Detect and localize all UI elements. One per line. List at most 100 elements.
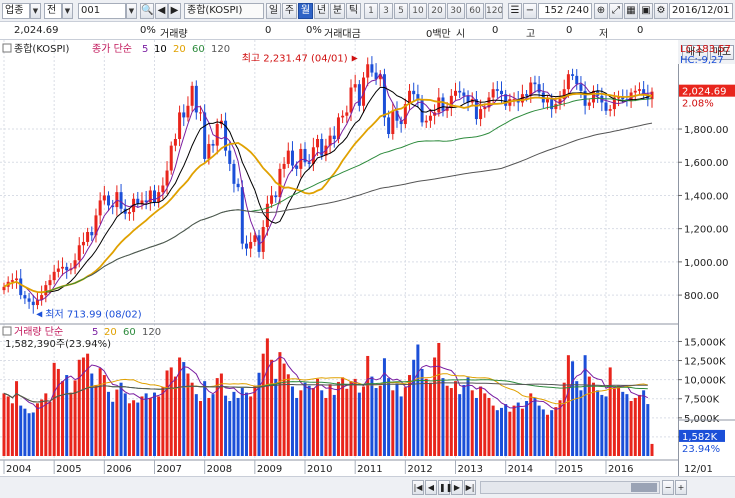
gear-icon[interactable]: ⚙ xyxy=(654,3,668,19)
interval-button-3[interactable]: 3 xyxy=(379,3,393,19)
volume-bar xyxy=(633,397,637,456)
data-count-field[interactable]: 152 /240 xyxy=(538,3,592,19)
volume-bar xyxy=(604,396,608,456)
volume-bar xyxy=(621,391,625,456)
candle-body xyxy=(545,99,549,103)
vol-tick-label: 7,500K xyxy=(684,395,720,406)
candle-body xyxy=(487,97,491,108)
zoom-icon[interactable]: ⤢ xyxy=(609,3,623,19)
scroll-first-icon[interactable]: |◀ xyxy=(412,480,424,495)
scroll-last-icon[interactable]: ▶| xyxy=(464,480,476,495)
legend-checkbox xyxy=(2,43,12,53)
scroll-thumb[interactable] xyxy=(631,483,657,492)
candle-body xyxy=(211,143,215,146)
candle-body xyxy=(81,241,85,246)
date-field[interactable]: 2016/12/01 xyxy=(669,3,733,19)
x-tick-label: 2011 xyxy=(357,464,382,475)
code-input[interactable]: 001 xyxy=(78,3,126,19)
scroll-next-icon[interactable]: ▶ xyxy=(451,480,463,495)
candle-body xyxy=(591,90,595,103)
candle-body xyxy=(625,99,629,101)
interval-button-1[interactable]: 1 xyxy=(364,3,378,19)
volume-bar xyxy=(232,391,236,456)
volume-bar xyxy=(587,376,591,456)
search-icon[interactable]: 🔍 xyxy=(140,3,154,19)
scroll-track[interactable] xyxy=(480,481,660,494)
market-dropdown-icon[interactable]: ▼ xyxy=(30,3,41,19)
volume-bar xyxy=(554,407,558,456)
x-tick-label: 2012 xyxy=(407,464,432,475)
chart-icon[interactable]: ▦ xyxy=(624,3,638,19)
price-tag xyxy=(679,84,735,97)
volume-bar xyxy=(537,405,541,456)
volume-bar xyxy=(186,373,190,456)
period-tab-1[interactable]: 주 xyxy=(282,3,297,19)
zoom-out-icon[interactable]: − xyxy=(662,480,674,495)
volume-bar xyxy=(253,385,257,456)
interval-button-5[interactable]: 5 xyxy=(394,3,408,19)
candle-body xyxy=(366,64,370,78)
fit-icon[interactable]: ⊕ xyxy=(594,3,608,19)
candle-body xyxy=(144,200,148,203)
interval-button-30[interactable]: 30 xyxy=(447,3,465,19)
prev-icon[interactable]: ◀ xyxy=(155,3,168,19)
market-select[interactable]: 업종 xyxy=(2,3,30,19)
volume-bar xyxy=(470,390,474,456)
period-tab-5[interactable]: 틱 xyxy=(346,3,361,19)
market-code-dropdown-icon[interactable]: ▼ xyxy=(62,3,73,19)
interval-button-10[interactable]: 10 xyxy=(409,3,427,19)
candle-body xyxy=(232,163,236,184)
volume-bar xyxy=(416,344,420,456)
scroll-pause-icon[interactable]: ❚❚ xyxy=(438,480,452,495)
candle-body xyxy=(107,195,111,206)
volume-bar xyxy=(612,388,616,456)
volume-bar xyxy=(571,361,575,456)
period-tab-3[interactable]: 년 xyxy=(314,3,329,19)
moving-averages xyxy=(3,72,653,301)
volume-legend-checkbox xyxy=(2,326,12,336)
volume-bar xyxy=(462,384,466,456)
volume-bar xyxy=(215,378,219,456)
interval-button-120[interactable]: 120 xyxy=(485,3,503,19)
scroll-prev-icon[interactable]: ◀ xyxy=(425,480,437,495)
volume-bar xyxy=(257,372,261,456)
candle-body xyxy=(378,74,382,80)
candle-body xyxy=(65,266,69,271)
volume-bar xyxy=(69,392,73,456)
zoom-in-icon[interactable]: + xyxy=(675,480,687,495)
volume-bar xyxy=(127,403,131,456)
market-code-select[interactable]: 전 xyxy=(44,3,62,19)
sell-button[interactable]: 매도 xyxy=(710,45,734,60)
code-dropdown-icon[interactable]: ▼ xyxy=(126,3,137,19)
volume-bar xyxy=(140,396,144,456)
period-tab-2[interactable]: 월 xyxy=(298,3,313,19)
chart-settings-icon[interactable]: ☰ xyxy=(508,3,522,19)
volume-legend-period: 60 xyxy=(123,327,136,338)
candle-body xyxy=(215,124,219,146)
volume-bar xyxy=(349,381,353,456)
candle-body xyxy=(575,75,579,85)
period-tab-4[interactable]: 분 xyxy=(330,3,345,19)
volume-bar xyxy=(44,393,48,456)
volume-bar xyxy=(157,396,161,456)
buy-button[interactable]: 매수 xyxy=(682,45,708,60)
volume-bar xyxy=(650,443,654,456)
volume-bar xyxy=(491,405,495,456)
volume-bar xyxy=(366,355,370,456)
volume-tag xyxy=(679,429,725,442)
high-annotation: 최고 2,231.47 (04/01) xyxy=(242,52,348,64)
interval-button-60[interactable]: 60 xyxy=(466,3,484,19)
price-volume-chart[interactable]: 2004 2005 2006 2007 2008 2009 2010 2011 2012 2013… xyxy=(0,40,735,476)
scroll-bar[interactable]: |◀ ◀ ❚❚ ▶ ▶| − + xyxy=(0,476,735,498)
interval-button-20[interactable]: 20 xyxy=(428,3,446,19)
minus-icon[interactable]: − xyxy=(523,3,537,19)
next-icon[interactable]: ▶ xyxy=(168,3,181,19)
candle-body xyxy=(270,195,274,204)
save-icon[interactable]: ▣ xyxy=(639,3,653,19)
candle-body xyxy=(274,195,278,198)
volume-bar xyxy=(479,386,483,456)
period-tab-0[interactable]: 일 xyxy=(266,3,281,19)
lc-label: LC:183,57 xyxy=(680,44,731,55)
price-legend-name: 종합(KOSPI) xyxy=(14,43,70,55)
candle-body xyxy=(587,102,591,106)
